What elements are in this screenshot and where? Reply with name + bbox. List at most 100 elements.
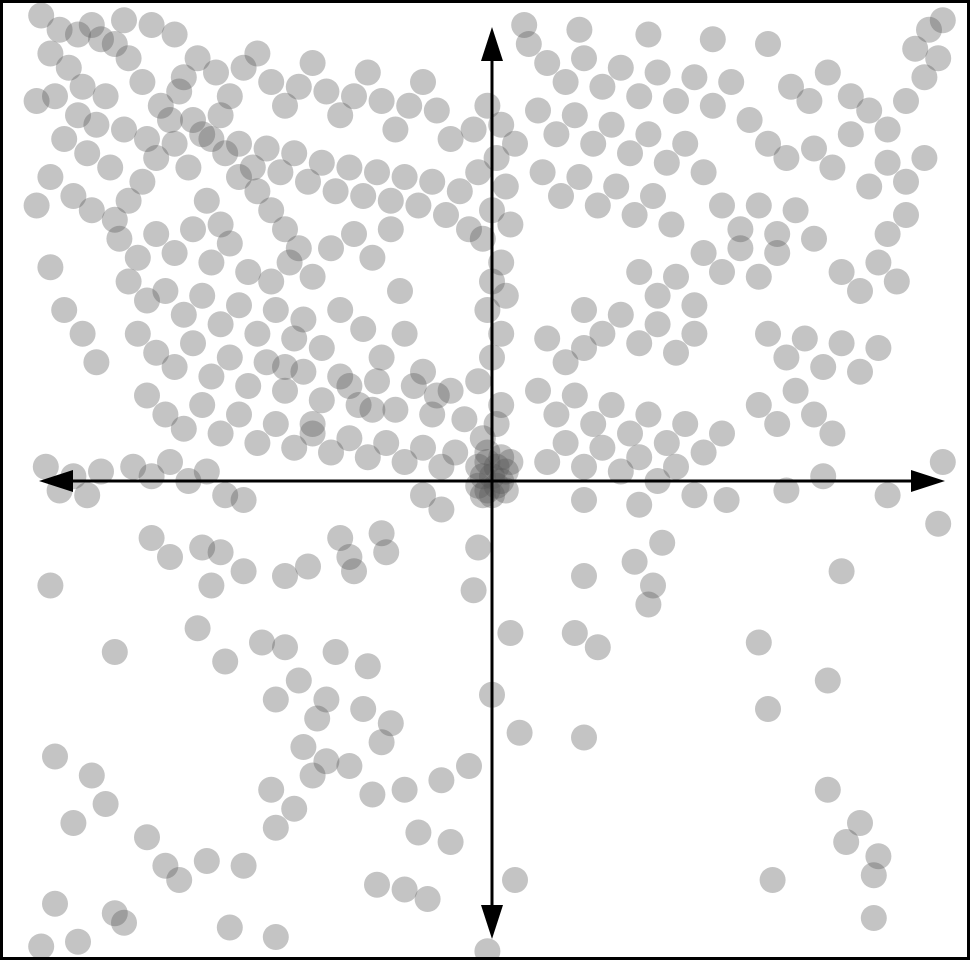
data-point bbox=[272, 92, 298, 119]
data-point bbox=[230, 54, 257, 81]
data-point bbox=[778, 73, 804, 100]
data-point bbox=[828, 558, 855, 585]
data-point bbox=[713, 487, 740, 513]
data-point bbox=[42, 83, 68, 110]
data-point bbox=[626, 259, 653, 285]
data-point bbox=[847, 358, 873, 385]
data-point bbox=[267, 159, 294, 186]
data-point bbox=[281, 434, 308, 461]
data-point bbox=[621, 548, 648, 575]
data-point bbox=[170, 64, 197, 91]
data-point bbox=[78, 12, 105, 38]
data-point bbox=[423, 382, 450, 409]
data-point bbox=[170, 301, 197, 328]
data-point bbox=[626, 444, 653, 471]
data-point bbox=[925, 45, 952, 72]
data-point bbox=[502, 867, 528, 893]
data-point bbox=[543, 121, 570, 148]
data-point bbox=[101, 206, 128, 233]
data-point bbox=[166, 78, 193, 105]
data-point bbox=[410, 69, 436, 95]
data-point bbox=[607, 458, 634, 485]
data-point bbox=[456, 216, 482, 243]
data-point bbox=[874, 482, 901, 509]
points-layer bbox=[23, 3, 956, 957]
data-point bbox=[364, 871, 390, 898]
data-point bbox=[635, 21, 662, 48]
data-point bbox=[580, 411, 607, 437]
data-point bbox=[157, 449, 183, 475]
data-point bbox=[193, 187, 220, 214]
data-point bbox=[681, 482, 708, 509]
data-point bbox=[773, 477, 800, 504]
data-point bbox=[230, 558, 257, 585]
data-point bbox=[290, 358, 317, 385]
data-point bbox=[764, 240, 791, 266]
data-point bbox=[373, 539, 400, 566]
data-point bbox=[474, 92, 501, 119]
data-point bbox=[469, 463, 496, 490]
data-point bbox=[929, 7, 956, 34]
data-point bbox=[134, 382, 160, 409]
data-point bbox=[902, 35, 929, 62]
data-point bbox=[511, 12, 538, 38]
data-point bbox=[483, 453, 510, 480]
data-point bbox=[759, 867, 786, 893]
data-point bbox=[566, 16, 593, 43]
data-point bbox=[460, 577, 487, 604]
y-axis-arrow-up bbox=[481, 27, 503, 61]
data-point bbox=[189, 121, 216, 148]
data-point bbox=[161, 354, 188, 380]
data-point bbox=[391, 776, 418, 803]
data-point bbox=[327, 525, 354, 551]
data-point bbox=[354, 59, 381, 86]
data-point bbox=[336, 753, 363, 779]
data-point bbox=[497, 449, 524, 475]
data-point bbox=[727, 235, 754, 262]
data-point bbox=[893, 88, 919, 114]
data-point bbox=[603, 173, 630, 200]
data-point bbox=[598, 392, 625, 418]
data-point bbox=[368, 520, 395, 547]
data-point bbox=[51, 126, 78, 152]
data-point bbox=[534, 449, 561, 475]
data-point bbox=[690, 159, 717, 186]
data-point bbox=[92, 791, 119, 817]
data-point bbox=[143, 339, 170, 366]
data-point bbox=[589, 320, 616, 347]
data-point bbox=[552, 430, 579, 456]
data-point bbox=[272, 354, 298, 380]
data-point bbox=[874, 149, 901, 176]
data-point bbox=[258, 776, 285, 803]
data-point bbox=[152, 401, 179, 428]
data-point bbox=[235, 259, 262, 285]
data-point bbox=[474, 477, 501, 504]
data-point bbox=[718, 69, 745, 95]
data-point bbox=[290, 734, 317, 760]
data-point bbox=[78, 762, 105, 789]
data-point bbox=[285, 667, 312, 694]
data-point bbox=[354, 444, 381, 471]
data-point bbox=[437, 377, 464, 404]
data-point bbox=[193, 458, 220, 485]
data-point bbox=[483, 472, 510, 499]
data-point bbox=[345, 392, 372, 418]
data-point bbox=[115, 187, 142, 214]
data-point bbox=[51, 297, 78, 323]
data-point bbox=[299, 263, 326, 290]
data-point bbox=[571, 724, 597, 751]
data-point bbox=[313, 686, 340, 713]
data-point bbox=[571, 453, 597, 480]
data-point bbox=[262, 686, 289, 713]
data-point bbox=[699, 26, 726, 53]
data-point bbox=[755, 696, 781, 722]
data-point bbox=[837, 121, 864, 148]
data-point bbox=[299, 420, 326, 447]
data-point bbox=[272, 634, 298, 661]
data-point bbox=[405, 192, 432, 219]
data-point bbox=[755, 130, 781, 157]
data-point bbox=[198, 126, 225, 152]
data-point bbox=[216, 83, 243, 110]
data-point bbox=[847, 278, 873, 304]
data-point bbox=[433, 202, 459, 228]
